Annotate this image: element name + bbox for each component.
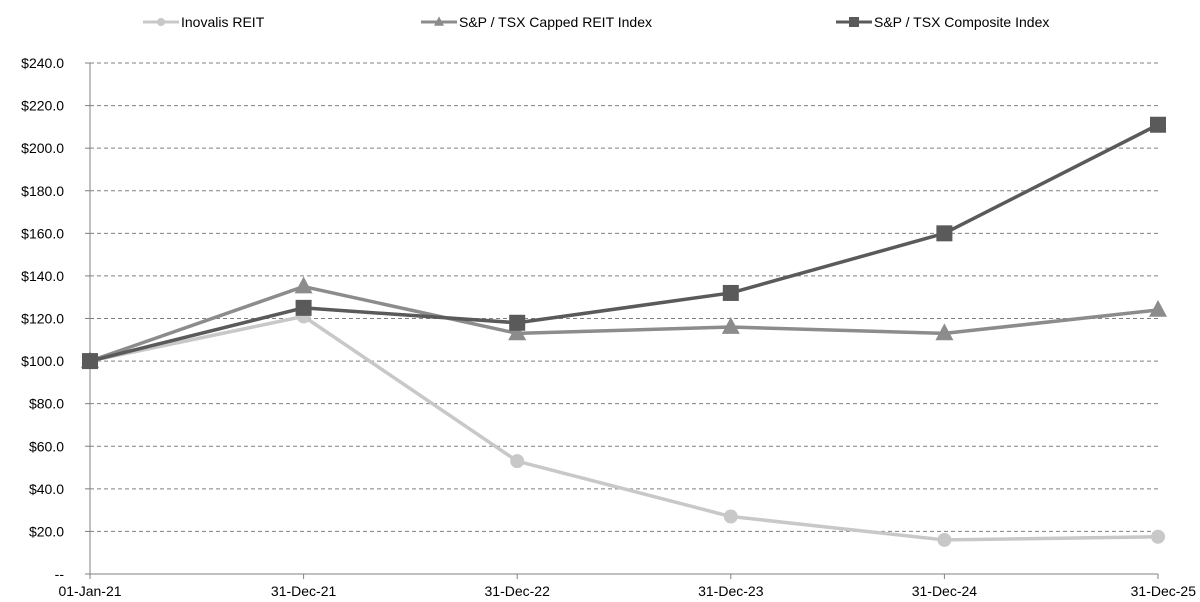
series-2 [81,276,1167,368]
y-tick-label: $160.0 [21,225,64,241]
x-tick-label: 31-Dec-22 [485,583,551,599]
x-tick-label: 31-Dec-25 [1131,583,1197,599]
legend-marker [157,18,165,26]
y-tick-label: $40.0 [29,481,64,497]
x-tick-labels: 01-Jan-21 31-Dec-21 31-Dec-22 31-Dec-23 31-D… [58,583,1196,599]
y-tick-labels: -- $20.0 $40.0 $60.0 $80.0 $100.0 $120.0 $140.0… [21,55,64,582]
x-tick-label: 31-Dec-24 [912,583,978,599]
data-point [508,323,527,341]
series-1 [83,309,1165,547]
grid-lines [90,62,1158,532]
data-point [935,323,954,341]
x-tick-label: 01-Jan-21 [58,583,121,599]
series-line [89,284,1159,363]
y-tick-label: $100.0 [21,353,64,369]
data-point [722,284,739,301]
y-tick-label: $20.0 [29,523,64,539]
y-tick-label: -- [55,566,65,582]
data-point [1149,299,1167,317]
x-tick-label: 31-Dec-23 [698,583,764,599]
series-lines [81,116,1167,547]
y-tick-label: $140.0 [21,268,64,284]
x-tick-label: 31-Dec-21 [271,583,337,599]
legend-label: Inovalis REIT [181,14,265,30]
legend-label: S&P / TSX Composite Index [874,14,1049,30]
data-point [510,454,525,469]
axes [85,62,1159,579]
data-point [509,314,526,331]
y-tick-label: $180.0 [21,183,64,199]
data-point [295,299,312,316]
series-line [89,314,1159,542]
data-point [82,353,98,370]
legend-marker [434,16,444,26]
data-point [1150,116,1166,133]
y-tick-label: $220.0 [21,98,64,114]
legend-label: S&P / TSX Capped REIT Index [459,14,652,30]
legend-marker [849,17,859,27]
y-tick-label: $240.0 [21,55,64,71]
y-tick-label: $200.0 [21,140,64,156]
data-point [721,316,740,334]
data-point [294,276,313,294]
legend-item-3: S&P / TSX Composite Index [836,14,1049,30]
legend-item-2: S&P / TSX Capped REIT Index [421,14,652,30]
y-tick-label: $80.0 [29,396,64,412]
data-point [937,532,952,547]
y-tick-label: $60.0 [29,438,64,454]
legend: Inovalis REIT S&P / TSX Capped REIT Index… [143,14,1049,30]
series-3 [82,116,1166,370]
data-point [936,225,953,242]
legend-item-1: Inovalis REIT [143,14,265,30]
data-point [723,509,738,524]
y-tick-label: $120.0 [21,311,64,327]
series-line [89,123,1159,363]
data-point [1151,529,1165,544]
